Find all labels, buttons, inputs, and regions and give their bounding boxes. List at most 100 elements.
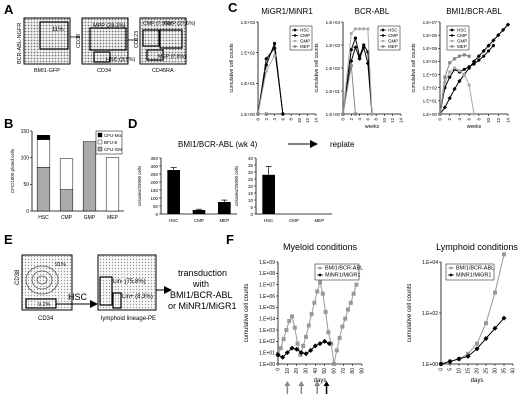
y-tick-label: 1.E+06 <box>423 33 438 38</box>
y-tick-label: 5 <box>250 205 253 210</box>
y-tick-label: 50 <box>23 182 29 188</box>
gate-box <box>93 51 111 63</box>
data-point <box>448 70 452 74</box>
y-tick-label: 30 <box>248 170 254 175</box>
data-point <box>284 350 290 356</box>
data-point <box>272 45 277 51</box>
y-tick-label: 1.E+02 <box>259 339 275 345</box>
data-point <box>476 54 481 59</box>
y-axis-label: cumulative cell counts <box>411 43 417 92</box>
gate-percent: 9.2% <box>38 302 51 308</box>
y-tick-label: 1.E+00 <box>326 112 341 117</box>
panel-f-letter: F <box>226 232 234 247</box>
y-axis-label: cumulative cell counts <box>407 284 413 343</box>
y-tick-label: 1.E+07 <box>259 282 275 288</box>
transduction-line-3: BMI1/BCR-ABL <box>170 290 233 300</box>
data-point <box>289 345 295 351</box>
data-point <box>438 112 442 116</box>
y-axis-label: cumulative cell counts <box>314 43 320 92</box>
data-point <box>317 341 323 347</box>
data-point <box>448 61 452 65</box>
data-point <box>450 39 454 43</box>
data-point <box>466 351 470 356</box>
data-point <box>293 28 297 32</box>
x-tick-label: 2 <box>447 118 452 121</box>
data-point <box>491 38 496 43</box>
y-tick-label: 1.E+04 <box>422 260 438 266</box>
data-point <box>357 54 362 59</box>
y-axis-label: CD38 <box>76 34 82 48</box>
x-tick-label: 14 <box>314 118 319 124</box>
panel-c-letter: C <box>228 0 238 15</box>
data-point <box>447 96 452 101</box>
bar-bfu-e <box>105 157 120 212</box>
data-point <box>481 48 486 54</box>
chart-B: 0 50 100 150 CFC/1000 plated cells HSC CMP GMP M… <box>10 129 124 221</box>
x-tick-label: 10 <box>297 118 302 124</box>
x-axis-label: weeks <box>365 124 380 130</box>
data-point <box>346 307 350 312</box>
data-point <box>340 324 345 329</box>
legend-label: CFU-GM <box>104 147 122 152</box>
data-point <box>443 75 447 79</box>
y-tick-label: 1.E+00 <box>423 112 438 117</box>
data-point <box>353 27 358 31</box>
data-point <box>315 289 320 294</box>
legend-swatch <box>97 146 103 152</box>
gate-percent: 11% <box>52 27 64 33</box>
data-point <box>318 273 322 277</box>
data-point <box>281 337 286 342</box>
lin-neg-label: Lin- (75.8%) <box>113 279 146 285</box>
data-point <box>334 348 339 353</box>
x-tick-label: 60 <box>332 368 338 374</box>
x-tick-label: 8 <box>476 118 481 121</box>
y-tick-label: 1.E+03 <box>423 72 438 77</box>
data-point <box>462 72 466 77</box>
legend-box <box>377 25 401 51</box>
x-tick-label: 20 <box>294 368 300 374</box>
contour <box>36 275 48 285</box>
data-point <box>348 300 353 305</box>
y-tick-label: 25 <box>248 177 254 182</box>
x-tick-label: 35 <box>502 368 508 374</box>
data-point <box>264 69 268 73</box>
data-point <box>486 43 491 48</box>
x-tick-label: CMP <box>61 215 73 221</box>
contour <box>31 270 53 290</box>
hsc-label: HSC (3.5%) <box>106 57 136 63</box>
data-point <box>450 34 454 37</box>
gate-box <box>112 292 122 309</box>
x-tick-label: HSC <box>169 218 179 223</box>
x-tick-label: 40 <box>313 368 319 374</box>
data-point <box>357 27 362 31</box>
data-point <box>449 273 453 277</box>
y-tick-label: 15 <box>248 191 254 196</box>
replate-label: replate <box>330 140 355 149</box>
x-axis-label: days <box>314 378 327 384</box>
data-point <box>256 112 260 116</box>
y-tick-label: 1.E+00 <box>241 112 256 117</box>
data-point <box>457 54 462 58</box>
data-point <box>467 54 471 58</box>
chart-D1: 0 50 100 150 200 250 300 350 colonies/25000 cell… <box>137 156 237 223</box>
legend-box <box>446 25 470 51</box>
x-tick-label: 0 <box>439 368 445 371</box>
x-tick-label: 6 <box>280 118 285 121</box>
data-point <box>381 39 385 43</box>
legend-label: CMP <box>388 33 398 38</box>
x-axis-label: CD34 <box>38 316 54 322</box>
y-tick-label: 1.E+01 <box>423 99 438 104</box>
data-point <box>370 112 374 116</box>
series-minr1-migr1 <box>275 338 332 360</box>
series-line <box>277 280 357 365</box>
data-point <box>281 112 285 116</box>
data-point <box>294 346 300 352</box>
y-axis-label: CFC/1000 plated cells <box>10 148 15 193</box>
data-point <box>332 362 336 366</box>
data-point <box>452 86 457 92</box>
x-tick-label: 15 <box>466 368 472 374</box>
data-point <box>318 266 322 270</box>
gate-box <box>159 29 183 49</box>
legend-label: MiNR1/MiGR1 <box>325 273 360 279</box>
